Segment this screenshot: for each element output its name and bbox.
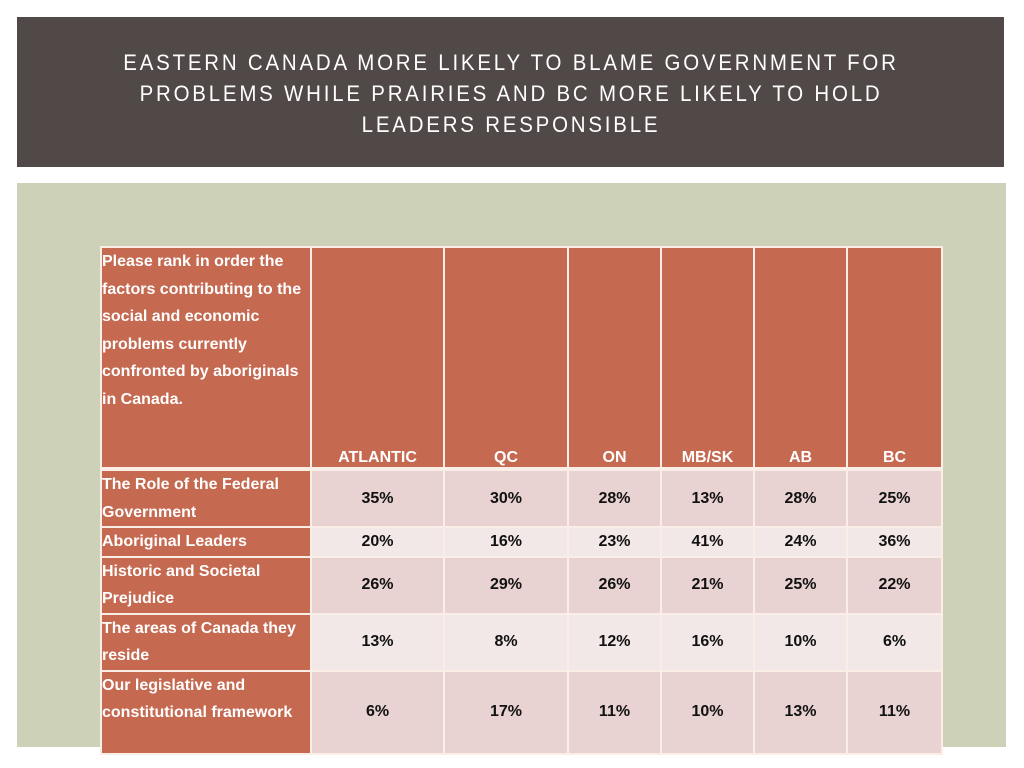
column-header-ab: AB — [753, 246, 848, 471]
table-cell: 6% — [846, 612, 943, 672]
table-cell: 6% — [310, 669, 445, 755]
column-header-on: ON — [567, 246, 662, 471]
table-cell: 13% — [753, 669, 848, 755]
table-cell: 11% — [846, 669, 943, 755]
table-cell: 22% — [846, 555, 943, 615]
table-row: The Role of the Federal Government 35% 3… — [100, 468, 943, 528]
column-header-qc: QC — [443, 246, 569, 471]
table-cell: 30% — [443, 468, 569, 528]
results-table: Please rank in order the factors contrib… — [100, 246, 943, 755]
table-row: The areas of Canada they reside 13% 8% 1… — [100, 612, 943, 672]
table-cell: 24% — [753, 526, 848, 558]
table-cell: 25% — [846, 468, 943, 528]
table-cell: 26% — [567, 555, 662, 615]
header-row: Please rank in order the factors contrib… — [100, 246, 943, 471]
table-cell: 23% — [567, 526, 662, 558]
question-header: Please rank in order the factors contrib… — [100, 246, 312, 471]
row-label: Our legislative and constitutional frame… — [100, 669, 312, 755]
row-label: The areas of Canada they reside — [100, 612, 312, 672]
slide-title: Eastern Canada more likely to blame gove… — [122, 49, 899, 137]
table-cell: 8% — [443, 612, 569, 672]
table-cell: 28% — [567, 468, 662, 528]
table-cell: 29% — [443, 555, 569, 615]
column-header-atlantic: ATLANTIC — [310, 246, 445, 471]
table-cell: 28% — [753, 468, 848, 528]
table-row: Historic and Societal Prejudice 26% 29% … — [100, 555, 943, 615]
table-cell: 36% — [846, 526, 943, 558]
table-cell: 13% — [660, 468, 755, 528]
table-cell: 13% — [310, 612, 445, 672]
column-header-bc: BC — [846, 246, 943, 471]
table-row: Aboriginal Leaders 20% 16% 23% 41% 24% 3… — [100, 526, 943, 558]
table-cell: 25% — [753, 555, 848, 615]
table-cell: 21% — [660, 555, 755, 615]
table-cell: 20% — [310, 526, 445, 558]
row-label: The Role of the Federal Government — [100, 468, 312, 528]
column-header-mbsk: MB/SK — [660, 246, 755, 471]
table-cell: 10% — [660, 669, 755, 755]
table-cell: 16% — [443, 526, 569, 558]
table-cell: 41% — [660, 526, 755, 558]
table-cell: 12% — [567, 612, 662, 672]
table-cell: 11% — [567, 669, 662, 755]
table-cell: 16% — [660, 612, 755, 672]
row-label: Aboriginal Leaders — [100, 526, 312, 558]
row-label: Historic and Societal Prejudice — [100, 555, 312, 615]
table-row: Our legislative and constitutional frame… — [100, 669, 943, 755]
title-bar: Eastern Canada more likely to blame gove… — [17, 17, 1004, 167]
table-cell: 10% — [753, 612, 848, 672]
table-cell: 17% — [443, 669, 569, 755]
table-cell: 35% — [310, 468, 445, 528]
table-cell: 26% — [310, 555, 445, 615]
